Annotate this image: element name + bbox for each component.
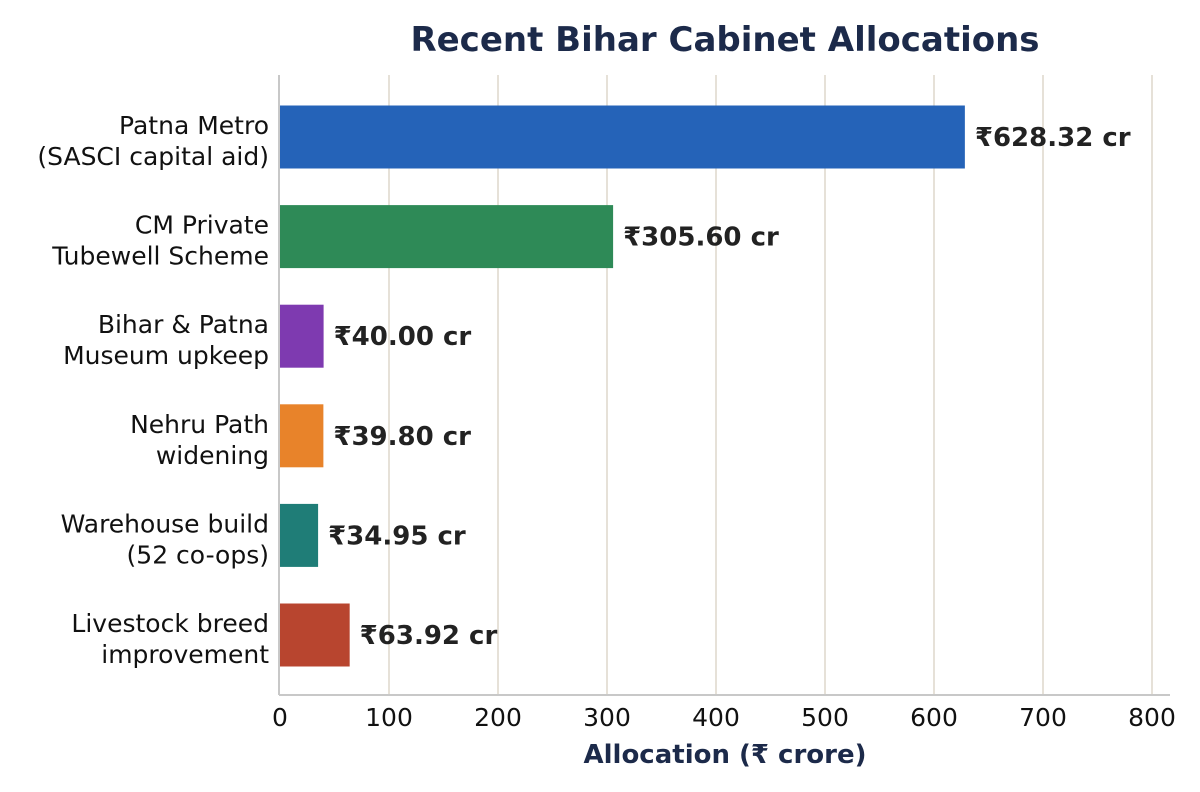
- grid-lines: [388, 75, 1153, 695]
- category-label: Livestock breed improvement: [71, 609, 269, 669]
- bar-value-label: ₹628.32 cr: [975, 123, 1131, 153]
- bar: [280, 304, 324, 368]
- category-label-line: Livestock breed: [71, 609, 269, 638]
- bar: [280, 404, 324, 468]
- category-label: Warehouse build (52 co-ops): [61, 509, 269, 569]
- category-label-line: (SASCI capital aid): [37, 142, 269, 171]
- chart-title: Recent Bihar Cabinet Allocations: [410, 20, 1039, 60]
- category-label: Patna Metro (SASCI capital aid): [37, 111, 269, 171]
- x-tick-label: 200: [474, 703, 522, 732]
- bar: [280, 503, 319, 567]
- bar: [280, 603, 350, 667]
- x-tick-label: 300: [583, 703, 631, 732]
- bars: [280, 105, 965, 667]
- category-label-line: Nehru Path: [130, 410, 269, 439]
- category-label: Bihar & Patna Museum upkeep: [63, 310, 269, 370]
- x-tick-label: 600: [910, 703, 958, 732]
- x-tick-label: 500: [801, 703, 849, 732]
- category-label: Nehru Path widening: [130, 410, 269, 470]
- bar-value-label: ₹40.00 cr: [334, 322, 472, 352]
- x-tick-label: 700: [1019, 703, 1067, 732]
- bar-value-label: ₹39.80 cr: [333, 422, 471, 452]
- category-label-line: CM Private: [135, 211, 269, 240]
- category-label-line: Bihar & Patna: [98, 310, 269, 339]
- x-tick-label: 800: [1128, 703, 1176, 732]
- category-label-line: (52 co-ops): [127, 540, 269, 569]
- category-label: CM Private Tubewell Scheme: [51, 211, 269, 271]
- category-label-line: Patna Metro: [119, 111, 269, 140]
- category-label-line: Tubewell Scheme: [51, 242, 269, 271]
- bar: [280, 205, 614, 269]
- x-tick-label: 100: [365, 703, 413, 732]
- category-label-line: improvement: [101, 640, 269, 669]
- bar: [280, 105, 965, 169]
- bar-value-label: ₹63.92 cr: [360, 621, 498, 651]
- bar-value-label: ₹34.95 cr: [328, 521, 466, 551]
- category-label-line: widening: [156, 441, 269, 470]
- category-label-line: Museum upkeep: [63, 341, 269, 370]
- x-axis-label: Allocation (₹ crore): [584, 740, 867, 770]
- labels: 0 100 200 300 400 500 600 700 800 ₹628.32 cr Patna…: [37, 111, 1175, 732]
- x-tick-label: 400: [692, 703, 740, 732]
- bar-value-label: ₹305.60 cr: [623, 223, 779, 253]
- category-label-line: Warehouse build: [61, 509, 269, 538]
- x-tick-label: 0: [272, 703, 288, 732]
- axes: [278, 75, 1170, 696]
